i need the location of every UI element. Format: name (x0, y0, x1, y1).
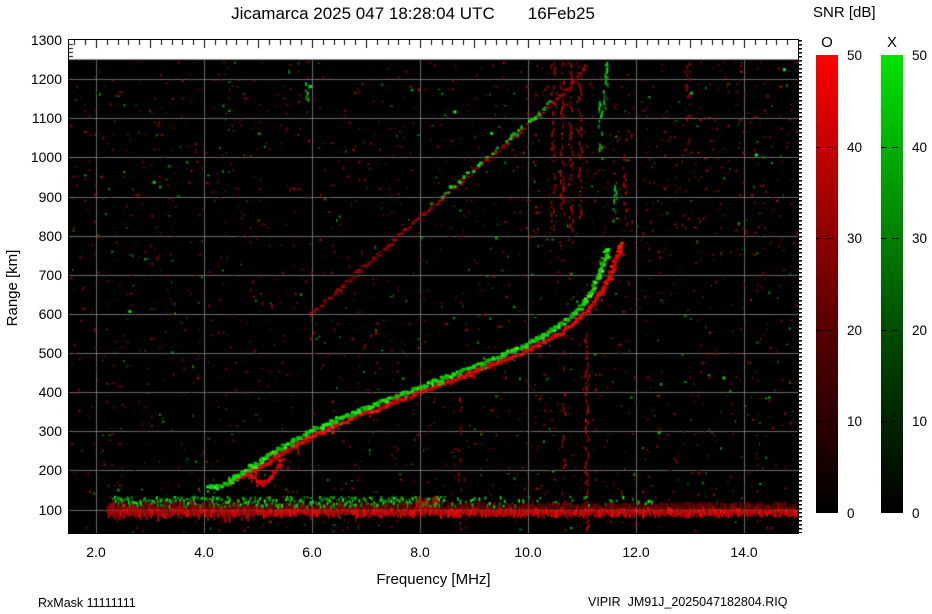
y-tick-label: 600 (38, 305, 62, 322)
x-axis-title: Frequency [MHz] (376, 571, 491, 588)
y-tick-label: 700 (38, 266, 62, 283)
y-tick-label: 1200 (30, 71, 62, 88)
page-title: Jicamarca 2025 047 18:28:04 UTC 16Feb25 (231, 4, 595, 23)
x-tick-label: 14.0 (730, 544, 758, 560)
y-tick-label: 800 (38, 227, 62, 244)
y-axis-title: Range [km] (4, 249, 21, 327)
y-tick-label: 400 (38, 384, 62, 401)
colorbar-tick-label: 10 (912, 414, 928, 430)
colorbar-dash (816, 421, 838, 423)
colorbar-dash (816, 146, 838, 148)
x-tick-label: 2.0 (86, 544, 106, 560)
ionogram-plot-frame (68, 39, 799, 534)
y-tick-label: 1300 (30, 32, 62, 48)
y-tick-label: 1000 (30, 149, 62, 166)
y-tick-label: 300 (38, 423, 62, 440)
colorbar-tick-label: 40 (847, 139, 863, 155)
colorbar-tick-label: 10 (847, 414, 863, 430)
colorbar-tick-label: 0 (847, 506, 855, 521)
colorbar-dash (816, 238, 838, 240)
y-tick-label: 500 (38, 345, 62, 362)
colorbar-tick-label: 30 (912, 231, 928, 247)
colorbar-tick-label: 20 (912, 322, 928, 338)
data-file-label: VIPIR JM91J_2025047182804.RIQ (588, 595, 788, 609)
colorbar-x-gradient (881, 55, 903, 513)
y-tick-label: 200 (38, 462, 62, 479)
x-tick-label: 12.0 (622, 544, 650, 560)
colorbar-tick-label: 40 (912, 139, 928, 155)
colorbar-dash (881, 238, 903, 240)
ionogram-canvas (69, 40, 798, 533)
colorbar-tick-label: 30 (847, 231, 863, 247)
x-tick-label: 6.0 (302, 544, 322, 560)
colorbar-tick-label: 50 (912, 48, 928, 63)
colorbar-dash (816, 329, 838, 331)
x-tick-label: 4.0 (194, 544, 214, 560)
y-tick-label: 100 (38, 501, 62, 518)
colorbar-x-mode-label: X (886, 34, 897, 51)
right-axis-minor-ticks (799, 40, 802, 533)
colorbar-x-tick-labels: 50 40 30 20 10 0 (912, 48, 932, 521)
colorbar-o-mode-label: O (821, 34, 833, 51)
colorbar-title: SNR [dB] (813, 4, 876, 21)
colorbar-dash (881, 146, 903, 148)
rx-mask-label: RxMask 11111111 (38, 596, 136, 610)
y-tick-label: 900 (38, 188, 62, 205)
x-tick-label: 10.0 (514, 544, 542, 560)
colorbar-dash (881, 329, 903, 331)
colorbar-tick-label: 20 (847, 322, 863, 338)
y-tick-label: 1100 (31, 110, 62, 127)
colorbar-dash (881, 421, 903, 423)
colorbar-o-gradient (816, 55, 838, 513)
colorbar-o-tick-labels: 50 40 30 20 10 0 (847, 48, 873, 521)
colorbar-tick-label: 50 (847, 48, 863, 63)
colorbar-tick-label: 0 (912, 506, 920, 521)
x-tick-label: 8.0 (410, 544, 430, 560)
